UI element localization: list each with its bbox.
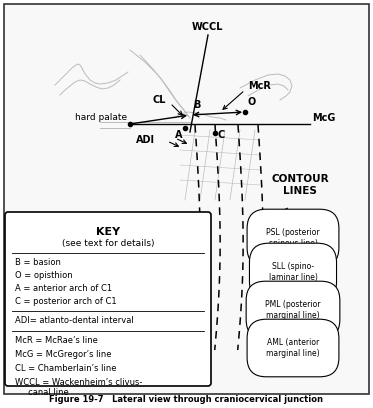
Text: (see text for details): (see text for details) — [62, 239, 154, 248]
Text: PML (posterior
marginal line): PML (posterior marginal line) — [265, 300, 321, 320]
FancyBboxPatch shape — [4, 4, 369, 394]
FancyBboxPatch shape — [5, 212, 211, 386]
Text: KEY: KEY — [96, 227, 120, 237]
Text: ADI: ADI — [136, 135, 155, 145]
Text: Figure 19-7   Lateral view through craniocervical junction: Figure 19-7 Lateral view through cranioc… — [49, 395, 323, 404]
Text: CL = Chamberlain’s line: CL = Chamberlain’s line — [15, 364, 116, 373]
Text: C: C — [218, 130, 225, 140]
Text: A = anterior arch of C1: A = anterior arch of C1 — [15, 284, 112, 293]
Text: C = posterior arch of C1: C = posterior arch of C1 — [15, 297, 117, 306]
Text: B: B — [193, 100, 200, 110]
Text: WCCL: WCCL — [191, 22, 223, 32]
Text: hard palate: hard palate — [75, 113, 127, 122]
Text: WCCL = Wackenheim’s clivus-
     canal line: WCCL = Wackenheim’s clivus- canal line — [15, 378, 142, 397]
Text: McR: McR — [248, 81, 271, 91]
Text: SLL (spino-
laminar line): SLL (spino- laminar line) — [269, 262, 317, 282]
Text: McG = McGregor’s line: McG = McGregor’s line — [15, 350, 112, 359]
Text: ADI= atlanto-dental interval: ADI= atlanto-dental interval — [15, 316, 134, 325]
Text: O: O — [248, 97, 256, 107]
Text: AML (anterior
marginal line): AML (anterior marginal line) — [266, 338, 320, 358]
Text: O = opisthion: O = opisthion — [15, 271, 73, 280]
Text: PSL (posterior
spinous line): PSL (posterior spinous line) — [266, 228, 320, 248]
Text: A: A — [175, 130, 182, 140]
Text: CL: CL — [153, 95, 166, 105]
Text: McR = McRae’s line: McR = McRae’s line — [15, 336, 98, 345]
Text: B = basion: B = basion — [15, 258, 61, 267]
Text: McG: McG — [312, 113, 335, 123]
Text: CONTOUR
LINES: CONTOUR LINES — [271, 174, 329, 196]
